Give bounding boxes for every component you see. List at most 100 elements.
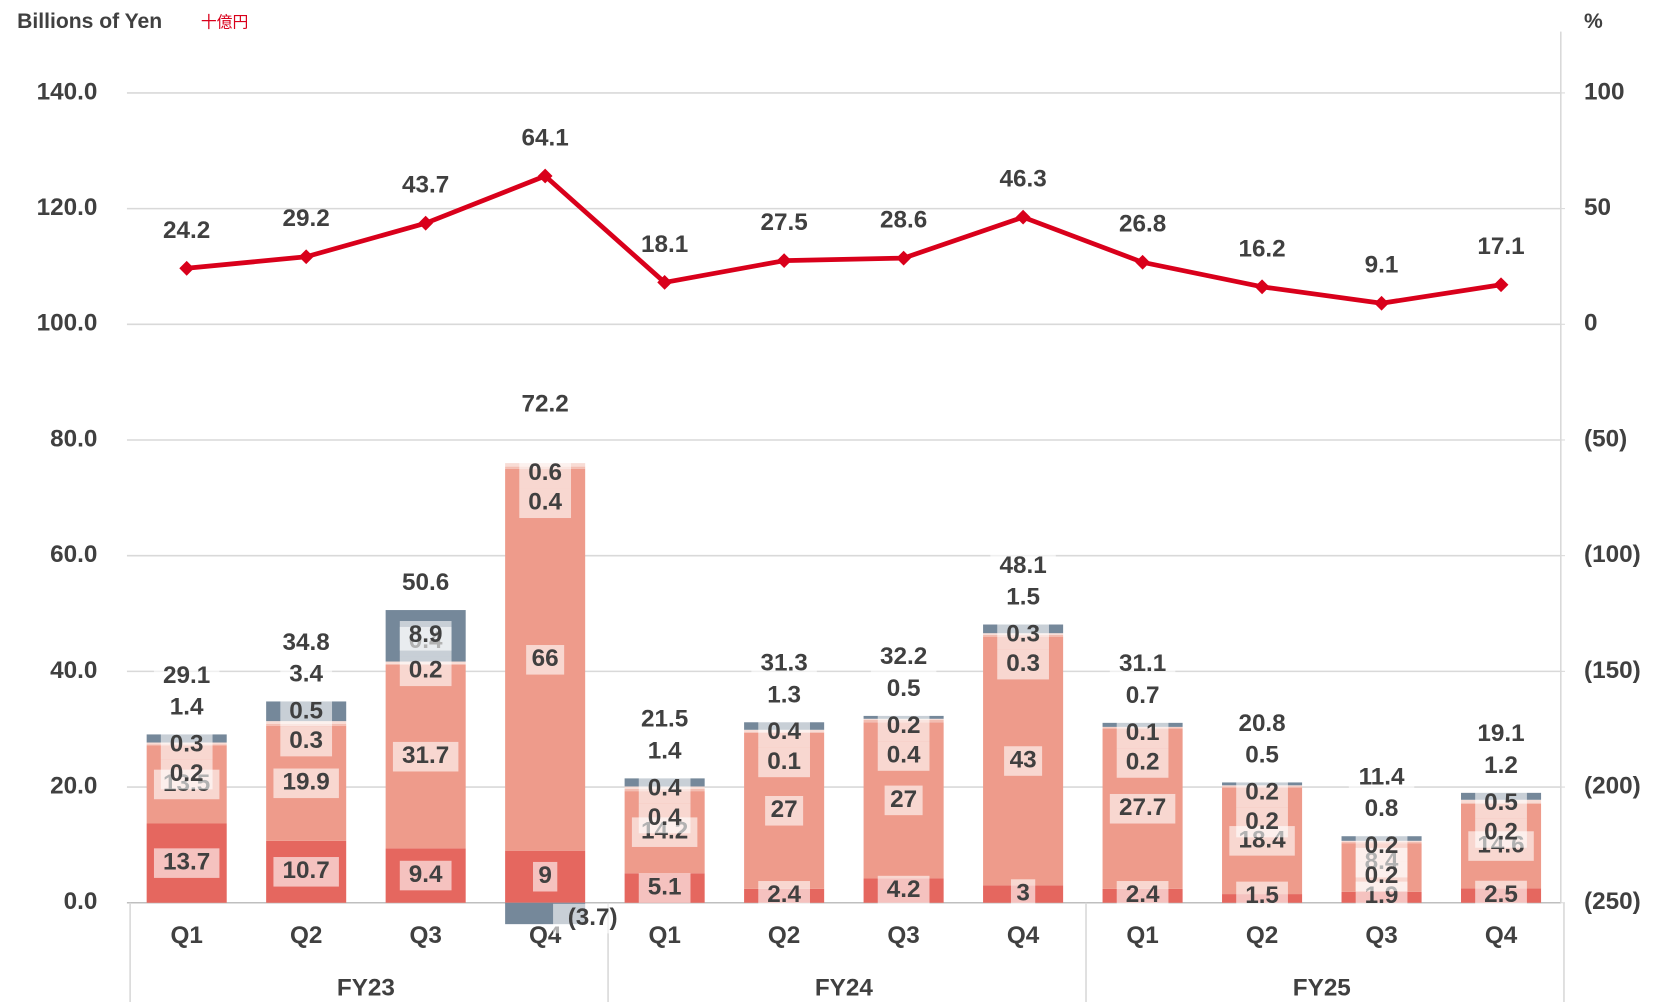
data-label: 9.4 (409, 861, 443, 888)
data-label: 1.4 (170, 693, 204, 720)
y2-tick-label: (100) (1584, 541, 1641, 568)
data-label: 5.1 (648, 873, 682, 900)
data-label: 0.2 (409, 657, 443, 684)
data-label: 1.4 (648, 737, 682, 764)
data-label-bg (1236, 778, 1288, 808)
data-label-bg (997, 620, 1049, 650)
data-label: 27 (890, 786, 917, 813)
data-label-bg (1475, 751, 1527, 782)
data-label-bg (533, 861, 558, 892)
y-axis-subtitle: 十億円 (201, 13, 249, 31)
line (186, 173, 1502, 306)
data-label-bg (1236, 881, 1288, 912)
y2-tick-label: 50 (1584, 194, 1611, 221)
data-label: 13.7 (163, 849, 210, 876)
line-label: 28.6 (880, 207, 927, 234)
data-label: 0.2 (1365, 832, 1399, 859)
line-marker (418, 215, 434, 231)
data-label-bg (1116, 881, 1169, 911)
data-label: 0.7 (1126, 682, 1160, 709)
data-label: 66 (532, 645, 559, 672)
x-tick-label: Q3 (887, 922, 919, 949)
data-label-bg (765, 795, 804, 826)
total-label: 72.2 (522, 390, 569, 417)
data-label-bg (631, 705, 698, 736)
data-label: 2.4 (767, 881, 801, 908)
data-label-bg (758, 718, 810, 748)
data-label-bg (512, 390, 578, 420)
data-label: 1.5 (1006, 584, 1040, 611)
line-label: 64.1 (522, 124, 569, 151)
data-label-bg (638, 873, 691, 903)
data-label-bg (877, 711, 930, 742)
data-label-bg (1468, 719, 1534, 750)
x-tick-label: Q1 (171, 922, 203, 949)
data-label-bg (1355, 861, 1408, 892)
data-label: 0.1 (1126, 719, 1160, 746)
data-label-bg (280, 660, 333, 690)
total-label: 34.8 (283, 629, 330, 656)
data-label-bg (1229, 709, 1295, 740)
total-label: 48.1 (999, 552, 1046, 579)
y-tick-label: 140.0 (37, 78, 98, 105)
data-label-bg (877, 875, 930, 906)
data-label: 0.2 (1245, 778, 1279, 805)
data-label-bg (160, 693, 213, 723)
data-label-bg (273, 768, 339, 799)
data-label: 0.2 (887, 712, 921, 739)
data-label: 27 (771, 796, 798, 823)
line-label: 18.1 (641, 231, 688, 258)
y-tick-label: 40.0 (50, 657, 97, 684)
data-label-bg (1475, 788, 1527, 819)
data-label-bg (153, 661, 220, 692)
line-label: 43.7 (402, 172, 449, 199)
data-label-bg (280, 726, 333, 757)
total-label: 21.5 (641, 706, 688, 733)
line-marker (776, 253, 792, 269)
data-label-bg (997, 583, 1049, 613)
data-label: 19.9 (283, 769, 330, 796)
data-label: 31.7 (402, 742, 449, 769)
data-label: (3.7) (568, 904, 618, 931)
data-label: 0.2 (1365, 862, 1399, 889)
data-label-bg (399, 860, 452, 891)
total-label: 31.1 (1119, 650, 1166, 677)
y2-tick-label: (50) (1584, 425, 1627, 452)
data-label: 0.8 (1365, 795, 1399, 822)
line-label: 46.3 (999, 166, 1046, 193)
data-label: 2.5 (1484, 881, 1518, 908)
data-label: 0.4 (648, 804, 682, 831)
line-marker (896, 250, 911, 266)
data-label-bg (1010, 879, 1036, 909)
data-label-bg (1116, 681, 1169, 712)
data-label-bg (990, 551, 1056, 582)
data-label: 0.5 (289, 697, 323, 724)
data-label: 27.7 (1119, 794, 1166, 821)
y2-tick-label: (200) (1584, 772, 1641, 799)
y-tick-label: 0.0 (64, 888, 98, 915)
data-label: 0.4 (887, 741, 921, 768)
data-label-bg (392, 741, 459, 772)
data-label-bg (1355, 795, 1408, 825)
data-label: 0.4 (528, 489, 562, 516)
data-label-bg (1475, 818, 1527, 848)
data-label-bg (638, 774, 691, 804)
data-label: 3 (1016, 879, 1030, 906)
data-label: 0.5 (1484, 789, 1518, 816)
data-label-bg (399, 656, 452, 687)
data-label-bg (1116, 748, 1169, 778)
x-tick-label: Q4 (1485, 922, 1518, 949)
data-label-bg (553, 903, 633, 934)
data-label-bg (1475, 880, 1527, 911)
x-tick-label: Q2 (290, 922, 322, 949)
x-tick-label: Q1 (648, 922, 680, 949)
total-label: 11.4 (1359, 764, 1405, 791)
data-label-bg (1355, 832, 1408, 862)
data-label-bg (884, 785, 923, 816)
x-tick-label: Q2 (768, 922, 800, 949)
group-label: FY23 (337, 975, 395, 1002)
data-label: 0.5 (1245, 741, 1279, 768)
data-label-bg (638, 737, 691, 767)
data-label-bg (1116, 718, 1169, 749)
